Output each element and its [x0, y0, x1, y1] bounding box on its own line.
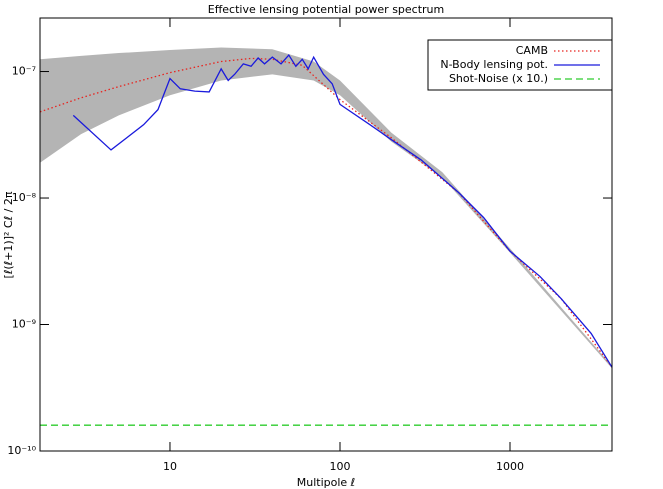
uncertainty-band: [40, 47, 612, 369]
legend-label: Shot-Noise (x 10.): [449, 72, 548, 85]
legend-label: CAMB: [516, 44, 548, 57]
y-tick-label: 10⁻⁷: [12, 65, 36, 78]
chart-title: Effective lensing potential power spectr…: [208, 3, 445, 16]
series-line: [39, 57, 613, 368]
x-tick-label: 10: [163, 460, 177, 473]
x-axis-label: Multipole ℓ: [297, 476, 355, 489]
x-tick-label: 100: [329, 460, 350, 473]
y-tick-label: 10⁻⁹: [12, 318, 36, 331]
legend-label: N-Body lensing pot.: [440, 58, 548, 71]
y-tick-label: 10⁻¹⁰: [7, 444, 36, 457]
x-tick-label: 1000: [496, 460, 524, 473]
y-tick-label: 10⁻⁸: [12, 191, 37, 204]
y-axis-label: [ℓ(ℓ+1)]² Cℓ / 2π: [2, 191, 15, 278]
plot-frame: [39, 17, 613, 452]
series-line: [72, 53, 613, 368]
